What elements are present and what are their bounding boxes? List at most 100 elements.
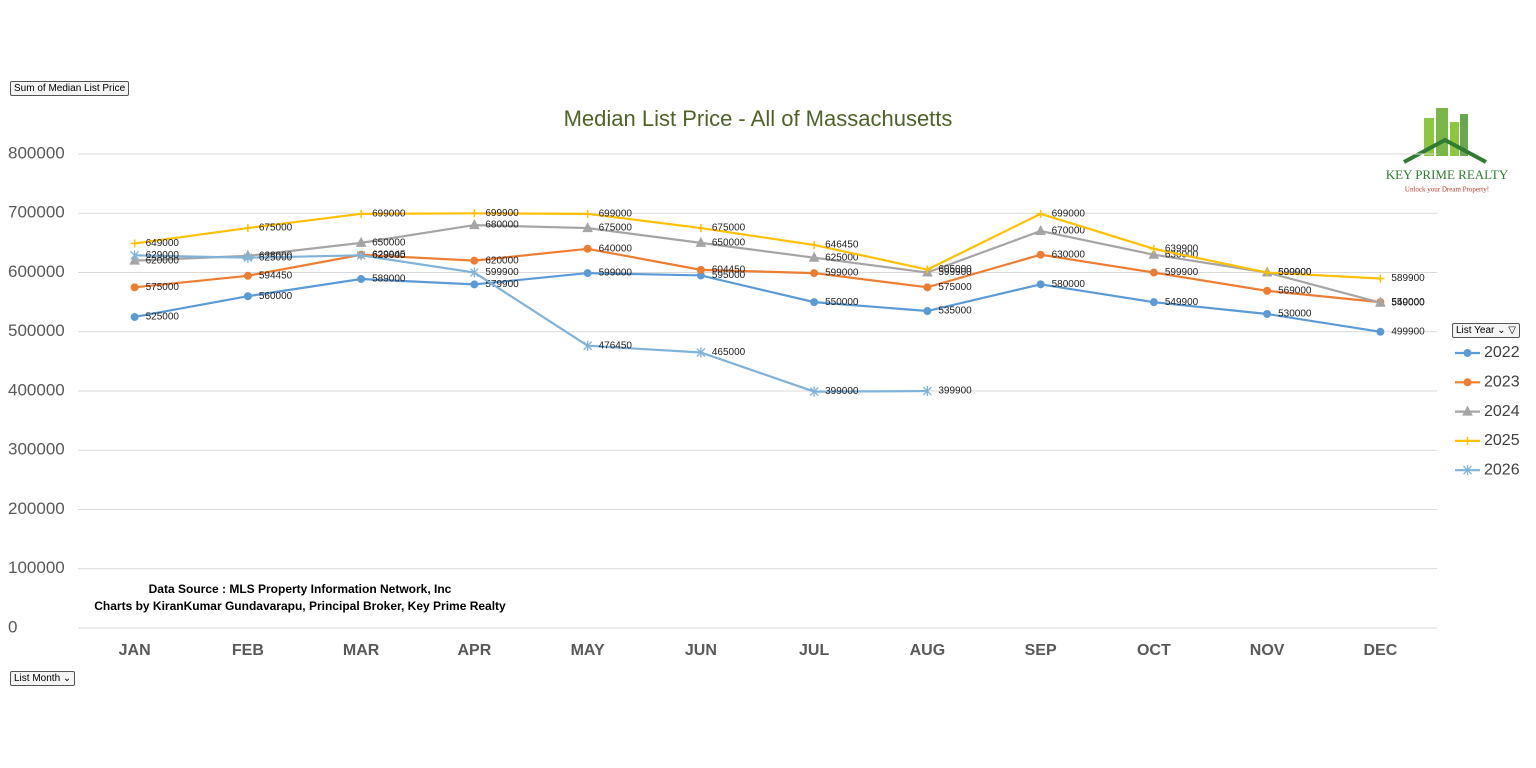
point <box>695 236 707 247</box>
data-label: 650000 <box>372 238 406 249</box>
legend-field-label: List Year <box>1456 325 1495 336</box>
point <box>922 266 933 277</box>
logo-building <box>1436 108 1448 156</box>
point <box>810 240 819 249</box>
data-label: 600000 <box>1278 267 1312 278</box>
data-label: 629000 <box>146 250 180 261</box>
point <box>130 312 139 321</box>
data-label: 499900 <box>1391 326 1425 337</box>
point <box>1148 248 1160 259</box>
data-label: 650000 <box>712 238 746 249</box>
data-label: 599900 <box>1278 267 1312 278</box>
point <box>243 271 252 280</box>
x-tick-label: MAY <box>571 642 605 659</box>
data-label: 535000 <box>938 306 972 317</box>
legend-label: 2026 <box>1484 461 1520 478</box>
data-label: 589900 <box>1391 273 1425 284</box>
data-label: 525000 <box>146 312 180 323</box>
data-label: 589000 <box>372 274 406 285</box>
point <box>1263 309 1272 318</box>
point <box>1375 296 1386 307</box>
point <box>696 271 705 280</box>
note: Data Source : MLS Property Information N… <box>149 582 452 596</box>
y-tick-label: 600000 <box>8 262 65 281</box>
data-label: 599900 <box>938 267 972 278</box>
data-label: 579900 <box>485 279 519 290</box>
row-field-button[interactable]: List Month ⌄ <box>10 671 76 686</box>
data-label: 560000 <box>259 291 293 302</box>
data-label: 599000 <box>599 268 633 279</box>
data-label: 550000 <box>1391 297 1425 308</box>
value-field-button[interactable]: Sum of Median List Price <box>10 81 130 96</box>
data-label: 675000 <box>599 223 633 234</box>
data-label: 625000 <box>825 252 859 263</box>
data-label: 699000 <box>599 208 633 219</box>
point <box>583 269 592 278</box>
point <box>1462 405 1473 416</box>
data-label: 580000 <box>1052 279 1086 290</box>
x-tick-label: JUL <box>799 642 829 659</box>
data-label: 599900 <box>485 267 519 278</box>
data-label: 476450 <box>599 340 633 351</box>
point <box>1376 327 1385 336</box>
data-label: 675000 <box>712 223 746 234</box>
point <box>583 340 593 351</box>
data-label: 599900 <box>1165 267 1199 278</box>
point <box>355 236 367 247</box>
logo-building <box>1424 118 1434 156</box>
data-label: 629945 <box>372 249 406 260</box>
point <box>1263 286 1272 295</box>
data-label: 675000 <box>259 223 293 234</box>
point <box>810 298 819 307</box>
point <box>1463 349 1472 357</box>
point <box>470 256 479 265</box>
point <box>1463 465 1472 476</box>
point <box>356 250 366 261</box>
logo-building <box>1450 122 1459 156</box>
series-line <box>134 223 1381 304</box>
logo-tagline: Unlock your Dream Property! <box>1405 186 1489 194</box>
series: 620000 628000 650000 680000 675000 650000 6250… <box>129 219 1425 308</box>
series-line <box>134 254 928 393</box>
point <box>1463 378 1472 387</box>
data-label: 670000 <box>1052 226 1086 237</box>
point <box>469 267 479 278</box>
point <box>470 280 479 289</box>
point <box>809 386 819 397</box>
y-tick-label: 500000 <box>8 321 65 340</box>
point <box>1036 280 1045 289</box>
point <box>1036 209 1045 218</box>
point <box>357 275 366 284</box>
point <box>923 283 932 292</box>
x-tick-label: APR <box>457 642 491 659</box>
series: 575000 594450 629945 620000 640000 604450 5990… <box>130 243 1425 308</box>
point <box>1149 298 1158 307</box>
point <box>243 292 252 301</box>
y-tick-label: 400000 <box>8 380 65 399</box>
data-label: 530000 <box>1278 309 1312 320</box>
legend-label: 2023 <box>1484 374 1520 391</box>
data-label: 699000 <box>1052 208 1086 219</box>
point <box>130 239 139 248</box>
legend-label: 2025 <box>1484 432 1520 449</box>
data-label: 549000 <box>1391 297 1425 308</box>
series: 525000 560000 589000 579900 599000 595000 5500… <box>130 268 1425 337</box>
point <box>242 249 254 260</box>
point <box>130 283 139 292</box>
logo-building <box>1460 114 1468 156</box>
point <box>1463 436 1472 445</box>
data-label: 699000 <box>372 208 406 219</box>
data-label: 628000 <box>259 251 293 262</box>
data-label: 399900 <box>938 386 972 397</box>
x-tick-label: FEB <box>232 642 264 659</box>
data-label: 549900 <box>1165 297 1199 308</box>
data-label: 569000 <box>1278 286 1312 297</box>
data-label: 649000 <box>146 238 180 249</box>
data-label: 699900 <box>485 208 519 219</box>
data-label: 594450 <box>259 270 293 281</box>
point <box>1036 250 1045 259</box>
legend-field-button[interactable]: List Year ⌄ ▽ <box>1452 323 1521 338</box>
series-line <box>134 271 1381 333</box>
point <box>1376 298 1385 307</box>
logo-roof <box>1403 137 1487 164</box>
